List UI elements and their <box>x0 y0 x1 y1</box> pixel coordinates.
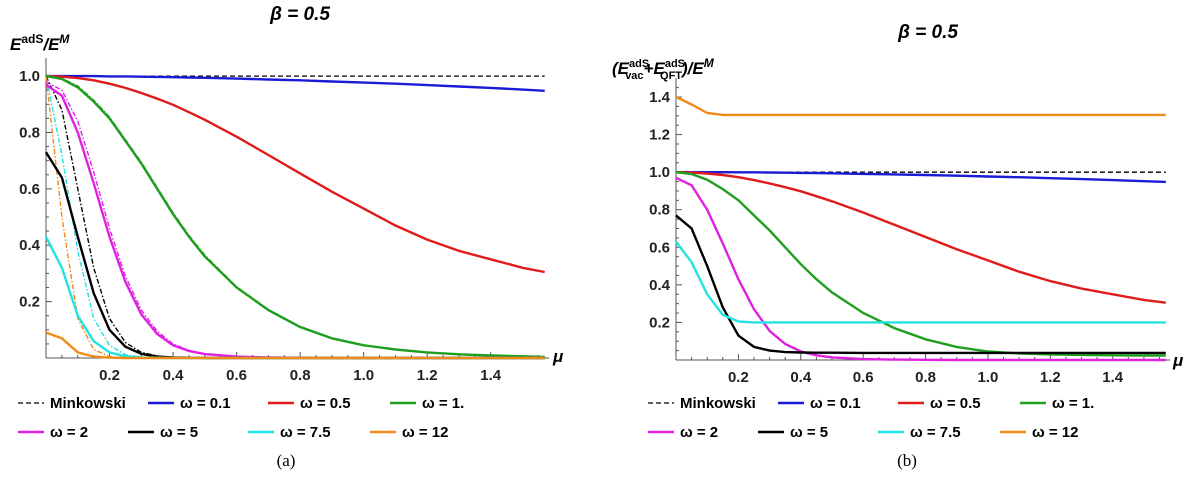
panel-a-x-tick-label: 0.2 <box>99 367 120 384</box>
panel-b-legend-label-omega-0-5: ω = 0.5 <box>930 395 981 412</box>
panel-b-series-omega-5 <box>675 214 1166 355</box>
panel-b-x-tick-label: 0.4 <box>790 369 812 386</box>
panel-a-series-omega-2 <box>45 83 545 360</box>
panel-b-legend-label-omega-5: ω = 5 <box>790 424 828 441</box>
panel-b-legend-label-minkowski: Minkowski <box>680 395 756 412</box>
panel-b-series-omega-2 <box>675 176 1166 362</box>
panel-a-caption: (a) <box>277 451 296 470</box>
panel-a-y-tick-label: 0.6 <box>19 181 40 198</box>
panel-a-x-tick-label: 0.8 <box>290 367 311 384</box>
panel-a-legend: Minkowski ω = 0.1 ω = 0.5 ω = 1. ω = 2 ω = 5 ω… <box>18 395 464 441</box>
panel-a-legend-label-omega-7-5: ω = 7.5 <box>280 424 331 441</box>
panel-a-legend-label-omega-2: ω = 2 <box>50 424 88 441</box>
panel-b-y-tick-label: 0.4 <box>649 277 671 294</box>
panel-a-legend-label-omega-0-1: ω = 0.1 <box>180 395 231 412</box>
panel-a-title: β = 0.5 <box>269 4 330 25</box>
panel-a-companion-curve <box>45 75 545 359</box>
panel-b-y-tick-label: 0.6 <box>649 239 670 256</box>
panel-a-legend-label-omega-5: ω = 5 <box>160 424 198 441</box>
panel-b-x-tick-label: 0.6 <box>853 369 874 386</box>
panel-a-series-omega-0-1 <box>46 74 545 92</box>
panel-b-series-omega-0-1 <box>676 171 1166 184</box>
panel-a-curves <box>44 74 545 360</box>
panel-a-x-tick-label: 0.4 <box>163 367 185 384</box>
panel-a-x-tick-label: 1.4 <box>480 367 502 384</box>
panel-a-x-tick-label: 1.2 <box>417 367 438 384</box>
panel-a-series-omega-1 <box>45 74 545 359</box>
panel-a-axes: 0.2 0.4 0.6 0.8 1.0 1.2 1.4 0.2 0.4 0.6 0.8 1.0 <box>19 58 549 384</box>
panel-b-title: β = 0.5 <box>897 22 958 43</box>
panel-a-y-tick-label: 0.2 <box>19 294 40 311</box>
panel-b-legend-label-omega-0-1: ω = 0.1 <box>810 395 861 412</box>
panel-b-series-omega-7-5 <box>675 240 1166 324</box>
panel-a-x-tick-label: 0.6 <box>226 367 247 384</box>
panel-a-legend-label-omega-0-5: ω = 0.5 <box>300 395 351 412</box>
panel-b-series-omega-0-5 <box>675 171 1166 304</box>
panel-b-caption: (b) <box>897 451 917 470</box>
panel-a-y-tick-label: 1.0 <box>19 68 40 85</box>
panel-a-y-tick-label: 0.4 <box>19 237 41 254</box>
panel-b-y-tick-label: 0.2 <box>649 314 670 331</box>
panel-a-y-axis-label: EadS/EM <box>10 32 70 54</box>
panel-a-y-tick-label: 0.8 <box>19 124 40 141</box>
panel-b-legend-label-omega-1: ω = 1. <box>1052 395 1094 412</box>
panel-b-legend-label-omega-2: ω = 2 <box>680 424 718 441</box>
panel-b-legend: Minkowski ω = 0.1 ω = 0.5 ω = 1. ω = 2 ω = 5 ω… <box>648 395 1094 441</box>
panel-a-x-tick-label: 1.0 <box>353 367 374 384</box>
panel-b-curves <box>675 95 1166 362</box>
panel-b-x-tick-label: 1.4 <box>1102 369 1124 386</box>
panel-a-series-omega-5 <box>44 151 545 360</box>
panel-a-legend-label-omega-12: ω = 12 <box>402 424 448 441</box>
panel-b-series-omega-1 <box>675 171 1166 357</box>
panel-b-y-tick-label: 1.4 <box>649 89 671 106</box>
panel-a-companion-curve <box>45 76 545 359</box>
panel-a: β = 0.5 EadS/EM μ 0.2 0.4 0.6 0.8 1.0 1.2 1.40… <box>10 4 564 470</box>
panel-a-companion-curve <box>45 81 545 359</box>
panel-b-y-tick-label: 1.2 <box>649 127 670 144</box>
panel-b-x-tick-label: 0.8 <box>915 369 936 386</box>
panel-a-x-axis-label: μ <box>552 347 564 366</box>
panel-b-y-tick-label: 0.8 <box>649 202 670 219</box>
panel-b-x-axis-label: μ <box>1172 351 1184 370</box>
panel-b-x-tick-label: 0.2 <box>728 369 749 386</box>
panel-a-series-omega-12 <box>45 331 545 360</box>
panel-a-legend-label-omega-1: ω = 1. <box>422 395 464 412</box>
panel-b-x-tick-label: 1.2 <box>1040 369 1061 386</box>
panel-b-y-tick-label: 1.0 <box>649 164 670 181</box>
panel-b: β = 0.5 (EadS vac+EadS QFT)/EM μ 0.2 0.4 0.6… <box>612 22 1184 470</box>
panel-a-legend-label-minkowski: Minkowski <box>50 395 126 412</box>
panel-b-series-omega-12 <box>675 95 1166 117</box>
panel-b-x-tick-label: 1.0 <box>978 369 999 386</box>
panel-b-y-axis-label: (EadS vac+EadS QFT)/EM <box>612 56 715 82</box>
panel-a-companion-curve <box>45 75 545 358</box>
panel-b-legend-label-omega-7-5: ω = 7.5 <box>910 424 961 441</box>
panel-b-legend-label-omega-12: ω = 12 <box>1032 424 1078 441</box>
panel-a-series-omega-0-5 <box>45 74 545 274</box>
panel-a-companion-curve <box>45 75 545 359</box>
